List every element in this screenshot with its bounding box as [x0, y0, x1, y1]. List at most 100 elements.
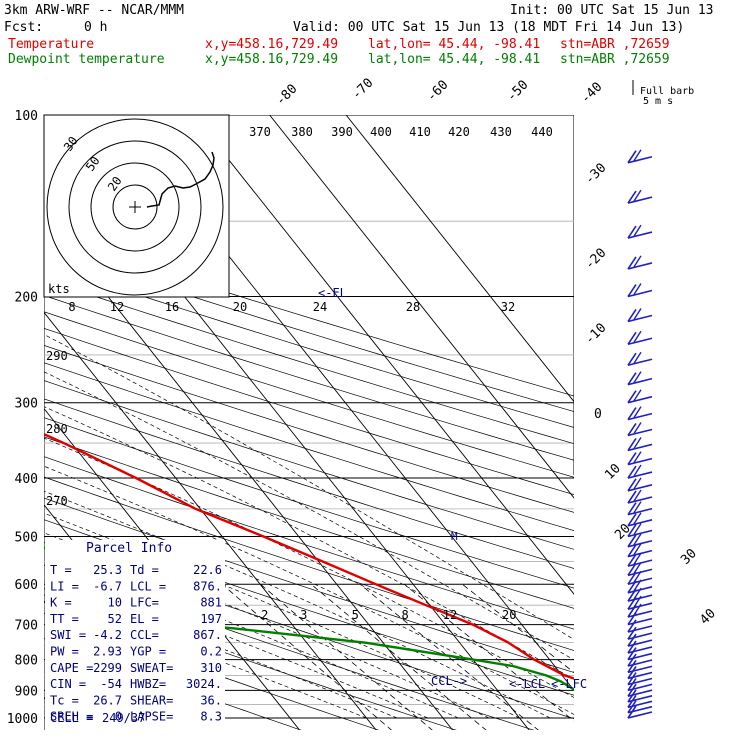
pressure-label: 700 [15, 619, 38, 634]
mixing-ratio-line [221, 583, 392, 730]
hodograph-ring [68, 140, 202, 274]
theta-label-top: 400 [370, 125, 392, 139]
dewpoint-xy: x,y=458.16,729.49 [205, 52, 339, 67]
moist-adiabat [44, 437, 574, 698]
wind-barb-flag [633, 406, 642, 418]
wind-barb [627, 496, 653, 504]
wind-barb-flag [627, 150, 637, 164]
dry-adiabat [44, 588, 457, 730]
temperature-latlon: lat,lon= 45.44, -98.41 [368, 37, 541, 52]
dry-adiabat [44, 497, 574, 673]
parcel-row-label: LAPSE= [130, 710, 173, 724]
wind-barb-flag [627, 478, 637, 492]
parcel-row-value: 876. [193, 579, 222, 593]
hodograph-ring-label: 20 [105, 174, 125, 194]
wind-barb-flag [627, 619, 637, 633]
speed-axis-label: 12 [110, 300, 124, 314]
hodograph-ring-label: 30 [61, 134, 81, 154]
wind-barb-flag [633, 570, 642, 583]
wind-barb-flag [633, 451, 642, 463]
parcel-info-background [45, 540, 225, 730]
dry-adiabat [44, 612, 380, 730]
parcel-row-label: SHEAR= [130, 693, 173, 707]
wind-barb-flag [633, 477, 642, 490]
wind-barb-flag [633, 330, 642, 343]
wind-barb-flag [633, 523, 642, 535]
parcel-row-label: CCL= [130, 628, 159, 642]
dry-adiabat [44, 279, 574, 445]
theta-label-top: 440 [531, 125, 553, 139]
wind-barb-flag [627, 689, 637, 703]
temperature-tick-label: -10 [582, 321, 609, 348]
wind-barb-flag [627, 683, 637, 697]
temperature-tick-label: 30 [678, 546, 700, 568]
wind-barb-flag [627, 553, 637, 567]
wind-barb-flag [633, 308, 642, 320]
hodograph-trace [146, 151, 215, 208]
temperature-tick-label: -70 [349, 76, 376, 103]
wind-barb-flag [627, 612, 637, 626]
wind-barb-flag [633, 533, 642, 546]
wind-barb [627, 646, 653, 654]
speed-axis-label: 24 [313, 300, 327, 314]
wind-barbs [627, 80, 653, 719]
dry-adiabat [44, 233, 574, 397]
hodograph-ring [90, 162, 180, 252]
hodograph-ring-label: 50 [83, 154, 103, 174]
dry-adiabat [44, 417, 574, 589]
dewpoint-latlon: lat,lon= 45.44, -98.41 [368, 52, 541, 67]
init-time: Init: 00 UTC Sat 15 Jun 13 [510, 3, 714, 18]
moist-adiabat [44, 334, 574, 640]
wind-barb-flag [633, 389, 642, 402]
dry-adiabat [44, 263, 574, 428]
wind-barb-flag [627, 588, 637, 602]
theta-label-left: 290 [46, 349, 68, 363]
parcel-row-label: K = [50, 596, 72, 610]
wind-barb-flag [627, 352, 637, 366]
parcel-row-label: PW = [50, 645, 79, 659]
theta-label-top: 410 [409, 125, 431, 139]
temperature-tick-label: 0 [594, 407, 602, 422]
valid-time: Valid: 00 UTC Sat 15 Jun 13 (18 MDT Fri … [293, 20, 685, 35]
wind-barb [627, 617, 653, 626]
pressure-label: 400 [15, 472, 38, 487]
isotherm-line [44, 311, 377, 730]
wind-barb [627, 507, 653, 516]
ccl-marker: CCL-> [431, 674, 467, 688]
cell-value: 249/37 [102, 711, 145, 725]
parcel-row-value: 36. [200, 693, 222, 707]
speed-axis-label: 32 [501, 300, 515, 314]
wind-barb-flag [627, 672, 637, 685]
wind-barb-flag [627, 580, 637, 594]
parcel-row-value: 197 [200, 612, 222, 626]
parcel-row-label: Td = [130, 563, 159, 577]
wind-barb-flag [627, 677, 637, 691]
temperature-tick-label: -20 [582, 246, 609, 273]
mixing-ratio-label: 20 [502, 608, 516, 622]
wind-barb [627, 471, 653, 479]
parcel-row-value: 22.6 [193, 563, 222, 577]
hodograph-ring [46, 118, 224, 296]
pressure-label: 800 [15, 654, 38, 669]
wind-barb-flag [633, 512, 642, 525]
model-title: 3km ARW-WRF -- NCAR/MMM [4, 3, 185, 18]
moist-adiabat [44, 490, 551, 719]
wind-barb-flag [627, 604, 637, 618]
wind-barb-flag [627, 626, 637, 640]
theta-label-left: 280 [46, 422, 68, 436]
wind-barb-flag [627, 666, 637, 679]
parcel-row-label: CIN = [50, 677, 86, 691]
wind-barb [627, 377, 653, 386]
wind-barb-flag [627, 571, 637, 585]
parcel-row-value: 3024. [186, 677, 222, 691]
wind-barb [627, 196, 653, 204]
wind-barb [627, 625, 653, 633]
mixing-ratio-label: 5 [352, 608, 359, 622]
isotherm-line [269, 115, 574, 499]
wind-barb-flag [627, 562, 637, 576]
theta-label-top: 430 [490, 125, 512, 139]
moist-adiabat [44, 594, 367, 719]
mixing-ratio-line [462, 583, 574, 673]
